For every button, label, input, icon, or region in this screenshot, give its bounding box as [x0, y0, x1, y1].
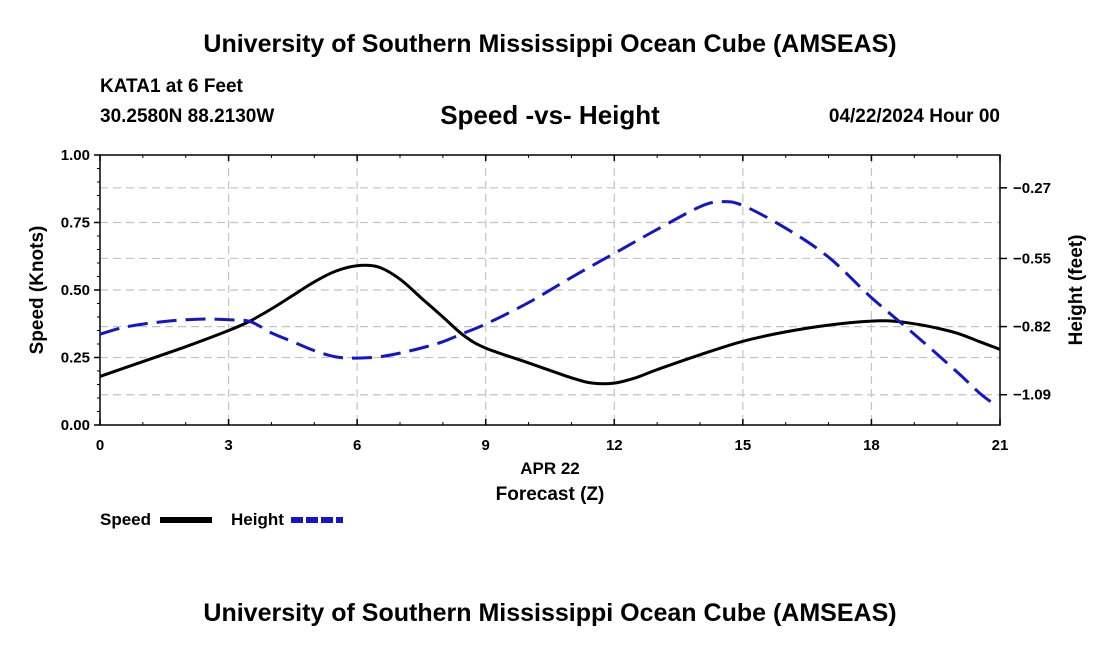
forecast-date: 04/22/2024 Hour 00: [828, 106, 1000, 127]
x-tick-label: 21: [992, 437, 1009, 454]
series-line-speed: [99, 263, 1001, 386]
x-tick-label: 3: [224, 437, 232, 454]
x-tick-label: 9: [482, 437, 490, 454]
x-tick-label: 0: [96, 437, 104, 454]
chart-title-bottom: University of Southern Mississippi Ocean…: [203, 599, 897, 627]
axis-ticks: 0 3 6 9 12 15 18 21 0.00 0.25 0.50 0.75 1.00 −1.09 −0.…: [61, 147, 1051, 454]
x-tick-label: 15: [735, 437, 752, 454]
chart-subtitle: Speed -vs- Height: [440, 100, 660, 130]
y2-tick-label: −0.27: [1013, 180, 1051, 197]
y-tick-label: 0.00: [61, 417, 90, 434]
x-axis-date-label: APR 22: [520, 459, 580, 478]
y2-tick-label: −1.09: [1013, 387, 1051, 404]
y-tick-label: 0.25: [61, 350, 90, 367]
legend-label-speed: Speed: [100, 510, 151, 529]
y-tick-label: 0.50: [61, 282, 90, 299]
legend-label-height: Height: [231, 510, 284, 529]
y-axis-label: Speed (Knots): [27, 226, 48, 355]
station-label: KATA1 at 6 Feet: [100, 76, 243, 97]
x-tick-label: 6: [353, 437, 361, 454]
series-line-height: [99, 200, 993, 404]
legend: Speed Height: [100, 510, 343, 529]
x-tick-label: 12: [606, 437, 623, 454]
station-coordinates: 30.2580N 88.2130W: [100, 106, 275, 127]
y-tick-label: 0.75: [61, 215, 90, 232]
x-tick-label: 18: [863, 437, 880, 454]
y2-axis-label: Height (feet): [1066, 235, 1087, 346]
y2-tick-label: −0.55: [1013, 250, 1051, 267]
y-tick-label: 1.00: [61, 147, 90, 164]
chart-title-top: University of Southern Mississippi Ocean…: [203, 30, 897, 58]
y2-tick-label: −0.82: [1013, 319, 1051, 336]
x-axis-label: Forecast (Z): [496, 484, 605, 505]
series-lines: [99, 200, 1001, 404]
